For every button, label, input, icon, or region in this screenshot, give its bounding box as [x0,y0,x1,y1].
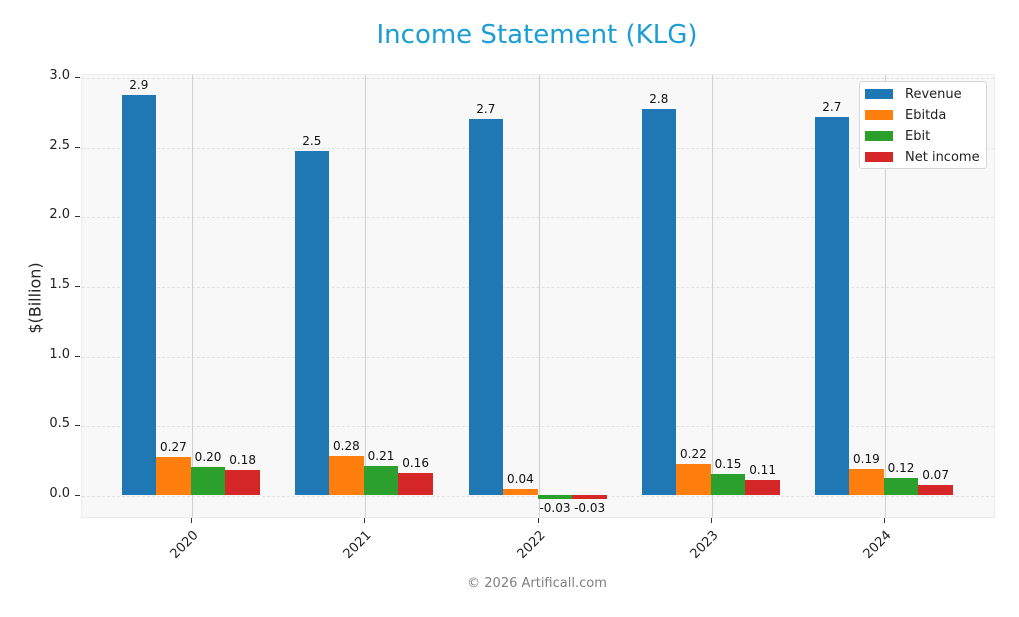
bar-net-income [918,485,953,495]
bar-ebitda [503,489,538,495]
bar-value-label: 2.7 [476,101,496,116]
bar-revenue [294,150,330,495]
bar-value-label: 0.18 [229,452,256,467]
x-tick-label: 2020 [167,528,202,563]
bar-ebitda [676,464,711,495]
gridline-horizontal [82,287,994,289]
bar-value-label: 2.5 [302,133,322,148]
legend-item: Revenue [865,85,962,103]
bar-ebit [710,474,746,495]
y-tick-mark [75,77,80,79]
bar-value-label: 0.12 [887,461,915,476]
y-tick-mark [75,146,80,148]
y-axis-label: $(Billion) [25,262,45,334]
y-tick-label: 2.5 [49,137,70,153]
legend-swatch [865,110,893,120]
legend-label: Ebitda [905,107,947,123]
gridline-vertical [885,75,886,517]
x-tick-label: 2023 [687,528,722,563]
y-tick-mark [75,355,80,357]
legend: Revenue Ebitda Ebit Net income [859,81,987,169]
y-tick-label: 3.0 [49,68,70,84]
gridline-horizontal [82,78,994,80]
legend-swatch [865,131,893,141]
bar-value-label: 0.20 [194,450,222,465]
gridline-horizontal [82,356,994,358]
bar-value-label: 0.11 [749,462,776,477]
bar-value-label: 2.9 [129,78,149,93]
x-tick-mark [364,518,365,523]
y-tick-mark [75,216,80,218]
bar-net-income [745,479,780,495]
bar-revenue [121,95,157,495]
bar-value-label: 0.28 [333,438,360,453]
bar-ebit [363,465,399,495]
bar-value-label: 0.04 [507,472,534,487]
bar-revenue [641,109,677,495]
bar-value-label: 0.15 [714,457,742,472]
gridline-vertical [192,75,193,517]
legend-swatch [865,152,893,162]
gridline-horizontal [82,147,994,149]
gridline-horizontal [82,217,994,219]
legend-label: Net income [905,149,980,165]
bar-net-income [572,495,607,500]
bar-value-label: 0.19 [853,451,880,466]
bar-ebitda [329,455,364,495]
bar-value-label: 0.27 [160,440,187,455]
legend-item: Ebit [865,127,930,145]
x-tick-label: 2022 [514,528,549,563]
gridline-vertical [712,75,713,517]
y-tick-label: 1.5 [49,277,70,293]
x-tick-mark [191,518,192,523]
gridline-horizontal [82,426,994,428]
y-tick-label: 0.0 [49,486,70,501]
x-tick-label: 2024 [860,528,895,563]
y-tick-mark [75,425,80,427]
bar-ebit [190,467,226,495]
bar-value-label: -0.03 [539,501,571,516]
y-tick-label: 0.5 [49,416,70,432]
bar-value-label: 2.7 [822,100,842,115]
legend-label: Revenue [905,86,962,102]
legend-item: Ebitda [865,106,946,124]
bar-ebit [537,495,573,500]
x-tick-label: 2021 [340,528,375,563]
x-tick-mark [538,518,539,523]
y-tick-label: 2.0 [49,207,70,223]
bar-value-label: -0.03 [574,501,606,516]
bar-ebitda [156,457,191,495]
bar-ebitda [849,468,884,495]
gridline-vertical [365,75,366,517]
bar-value-label: 0.07 [922,468,949,483]
bar-value-label: 0.22 [680,447,707,462]
bar-revenue [468,118,504,495]
copyright-footer: © 2026 Artificall.com [467,576,607,591]
y-tick-mark [75,286,80,288]
bar-value-label: 2.8 [649,92,669,107]
legend-item: Net income [865,148,980,166]
bar-net-income [398,472,433,495]
bar-revenue [814,117,850,495]
legend-swatch [865,89,893,99]
gridline-vertical [539,75,540,517]
chart-title: Income Statement (KLG) [376,20,698,50]
y-tick-mark [75,495,80,496]
bar-ebit [883,478,919,495]
bar-net-income [225,469,260,495]
bar-value-label: 0.16 [402,455,429,470]
y-tick-label: 1.0 [49,346,70,362]
bar-value-label: 0.21 [367,448,395,463]
x-tick-mark [884,518,885,523]
x-tick-mark [711,518,712,523]
legend-label: Ebit [905,128,931,144]
